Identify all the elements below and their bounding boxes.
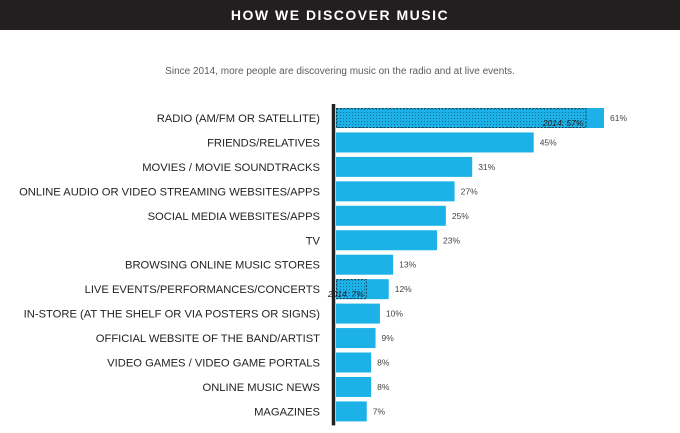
value-label: 9% [382,333,395,343]
value-label: 45% [540,137,557,147]
value-label: 61% [610,113,627,123]
bar [336,376,372,397]
category-label: MAGAZINES [254,406,320,418]
bar [336,328,376,349]
category-label: RADIO (AM/FM OR SATELLITE) [157,113,321,125]
value-label: 12% [395,284,412,294]
annotation-2014: 2014: 57% [542,118,584,128]
value-label: 31% [478,162,495,172]
value-label: 8% [377,358,390,368]
category-label: IN-STORE (AT THE SHELF OR VIA POSTERS OR… [24,309,321,321]
category-label: LIVE EVENTS/PERFORMANCES/CONCERTS [85,284,320,296]
plot-area: RADIO (AM/FM OR SATELLITE) 2014: 57% 61% FR… [19,104,627,426]
chart-subtitle: Since 2014, more people are discovering … [165,66,515,77]
header-bar: HOW WE DISCOVER MUSIC [0,0,680,30]
value-label: 27% [461,186,478,196]
category-label: ONLINE AUDIO OR VIDEO STREAMING WEBSITES… [19,186,320,198]
category-label: FRIENDS/RELATIVES [207,137,320,149]
value-label: 8% [377,382,390,392]
value-label: 10% [386,309,403,319]
value-label: 23% [443,235,460,245]
bar [336,205,446,226]
annotation-2014: 2014: 7% [327,289,364,299]
category-label: TV [306,235,321,247]
value-label: 25% [452,211,469,221]
category-label: OFFICIAL WEBSITE OF THE BAND/ARTIST [96,333,320,345]
category-label: MOVIES / MOVIE SOUNDTRACKS [142,162,320,174]
bar-2014-outline [336,108,587,128]
bar [336,303,380,324]
category-label: ONLINE MUSIC NEWS [203,382,320,394]
bar [336,181,455,202]
value-label: 7% [373,406,386,416]
bar [336,254,394,275]
chart-title: HOW WE DISCOVER MUSIC [230,7,450,23]
bar-2014-outline [336,279,367,300]
bar-2014-overlay [336,279,367,300]
bar [336,156,473,177]
bar [336,352,372,373]
bar [336,132,534,153]
value-label: 13% [399,260,416,270]
category-label: BROWSING ONLINE MUSIC STORES [125,260,320,272]
bar-2014-overlay [336,108,587,128]
bar [336,401,367,422]
bar [336,230,438,251]
category-label: VIDEO GAMES / VIDEO GAME PORTALS [107,358,320,370]
category-label: SOCIAL MEDIA WEBSITES/APPS [148,211,320,223]
